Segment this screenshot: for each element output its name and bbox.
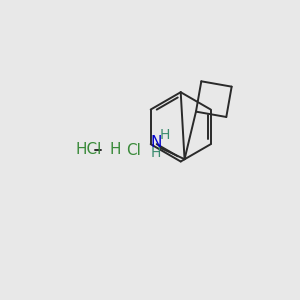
Text: HCl: HCl <box>75 142 102 158</box>
Text: Cl: Cl <box>126 143 141 158</box>
Text: H: H <box>151 146 161 160</box>
Text: H: H <box>160 128 170 142</box>
Text: N: N <box>150 135 162 150</box>
Text: H: H <box>109 142 121 158</box>
